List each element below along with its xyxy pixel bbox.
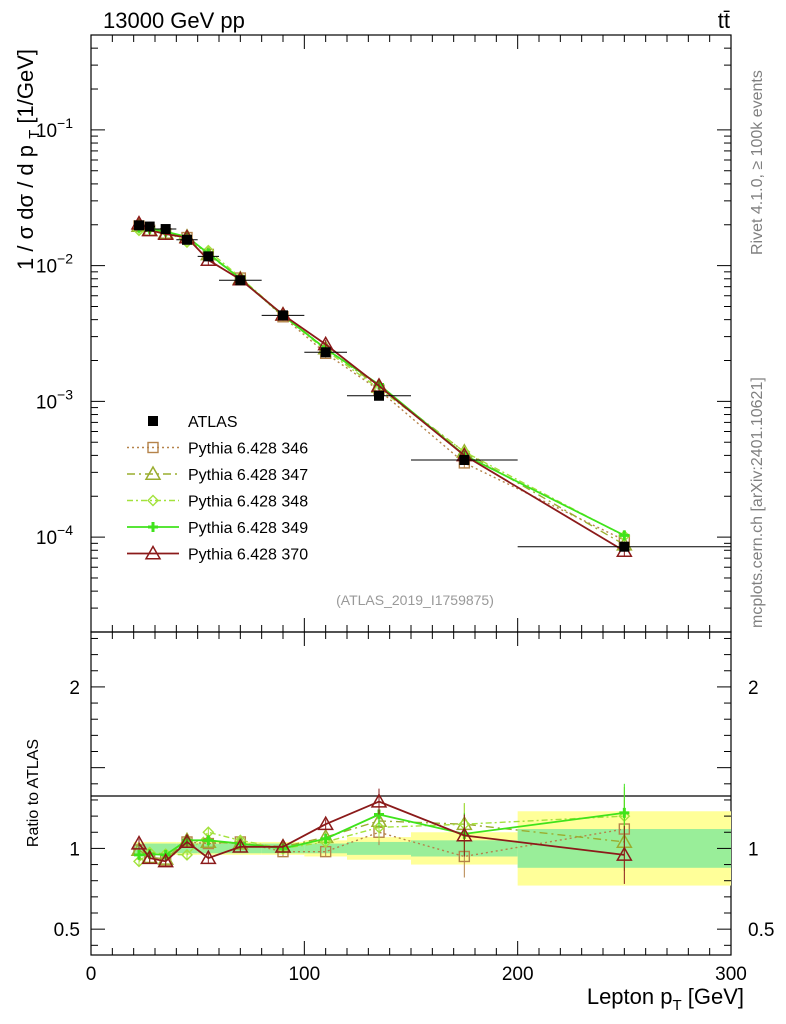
- ratio-point: [203, 835, 214, 846]
- energy-label: 13000 GeV pp: [103, 8, 245, 33]
- band-inner: [347, 841, 411, 855]
- legend-marker: [147, 441, 159, 454]
- ratio-point: [619, 807, 630, 818]
- ratio-series-370: [130, 788, 633, 884]
- atlas-data-layer: [133, 220, 731, 552]
- legend-label: Pythia 6.428 349: [188, 520, 308, 537]
- ratio-point: [317, 815, 334, 831]
- legend-marker: [148, 522, 158, 532]
- xlabel: Lepton pT [GeV]: [587, 984, 744, 1014]
- legend-label: Pythia 6.428 348: [188, 494, 308, 511]
- ratio-point: [456, 826, 473, 842]
- data-point: [278, 310, 288, 321]
- ratio-y-tick-label: 0.5: [54, 920, 80, 941]
- ratio-point: [370, 793, 388, 808]
- ratio-point: [274, 838, 292, 853]
- analysis-label: (ATLAS_2019_I1759875): [336, 592, 494, 608]
- ratio-y-tick-label: 1: [69, 839, 80, 860]
- ratio-point: [320, 833, 331, 844]
- data-point: [134, 220, 144, 231]
- ratio-series-layer: [130, 783, 633, 884]
- ratio-y-tick-label: 2: [69, 678, 80, 699]
- data-point: [160, 224, 171, 235]
- data-point: [235, 275, 246, 286]
- data-point: [619, 541, 630, 552]
- legend: ATLAS Pythia 6.428 346 Pythia 6.428 347 Pyt…: [127, 414, 308, 564]
- band-inner: [176, 843, 198, 854]
- y-tick-label: 10−4: [36, 522, 73, 549]
- x-tick-label: 300: [715, 964, 747, 985]
- legend-marker: [147, 494, 159, 507]
- data-point: [374, 390, 384, 401]
- ratio-y-tick-label-right: 2: [748, 678, 759, 699]
- x-tick-label: 0: [86, 964, 97, 985]
- svg-text:1 / σ dσ / d p T [1/GeV]: 1 / σ dσ / d p T [1/GeV]: [13, 49, 43, 270]
- data-point: [182, 234, 192, 245]
- ratio-point: [178, 833, 196, 848]
- legend-atlas-label: ATLAS: [188, 414, 238, 431]
- svg-text:Lepton pT [GeV]: Lepton pT [GeV]: [587, 984, 744, 1014]
- legend-label: Pythia 6.428 346: [188, 441, 308, 458]
- series-line: [138, 227, 625, 537]
- y-tick-label: 10−1: [36, 115, 73, 142]
- legend-marker: [144, 544, 162, 560]
- y-tick-label: 10−2: [36, 251, 73, 278]
- ratio-y-tick-label-right: 0.5: [748, 920, 774, 941]
- x-tick-label: 200: [502, 964, 534, 985]
- ratio-point: [130, 835, 148, 850]
- legend-label: Pythia 6.428 370: [188, 547, 308, 564]
- ratio-panel-frame: [90, 631, 732, 956]
- series-point: [619, 530, 630, 541]
- data-point: [459, 454, 470, 465]
- legend-label: Pythia 6.428 347: [188, 467, 308, 484]
- y-tick-label: 10−3: [36, 386, 73, 413]
- ratio-point: [134, 849, 144, 860]
- x-tick-label: 100: [288, 964, 320, 985]
- axis-ticks: 0 100 200 300 10−1 10−2 10−3 10−4 0.5 0.5 1 1 2 2: [36, 34, 774, 985]
- data-point: [203, 251, 214, 262]
- main-panel-frame: [90, 34, 732, 633]
- ratio-y-tick-label-right: 1: [748, 839, 759, 860]
- ratio-point: [616, 846, 633, 861]
- legend-atlas-marker: [148, 416, 158, 426]
- main-ylabel: 1 / σ dσ / d p T [1/GeV]: [13, 49, 43, 270]
- data-point: [144, 221, 155, 232]
- ratio-point: [232, 838, 249, 853]
- process-label: tt̄: [718, 8, 730, 33]
- ratio-point: [157, 852, 174, 868]
- ratio-point: [181, 848, 193, 861]
- ratio-point: [200, 849, 217, 865]
- ratio-ylabel: Ratio to ATLAS: [25, 739, 42, 847]
- ratio-point: [373, 821, 385, 834]
- rivet-label: Rivet 4.1.0, ≥ 100k events: [749, 70, 766, 255]
- legend-marker: [144, 465, 162, 480]
- ratio-point: [141, 849, 158, 865]
- source-label: mcplots.cern.ch [arXiv:2401.10621]: [749, 377, 766, 628]
- ratio-point: [133, 855, 145, 868]
- series-line: [138, 226, 625, 537]
- data-point: [320, 347, 331, 358]
